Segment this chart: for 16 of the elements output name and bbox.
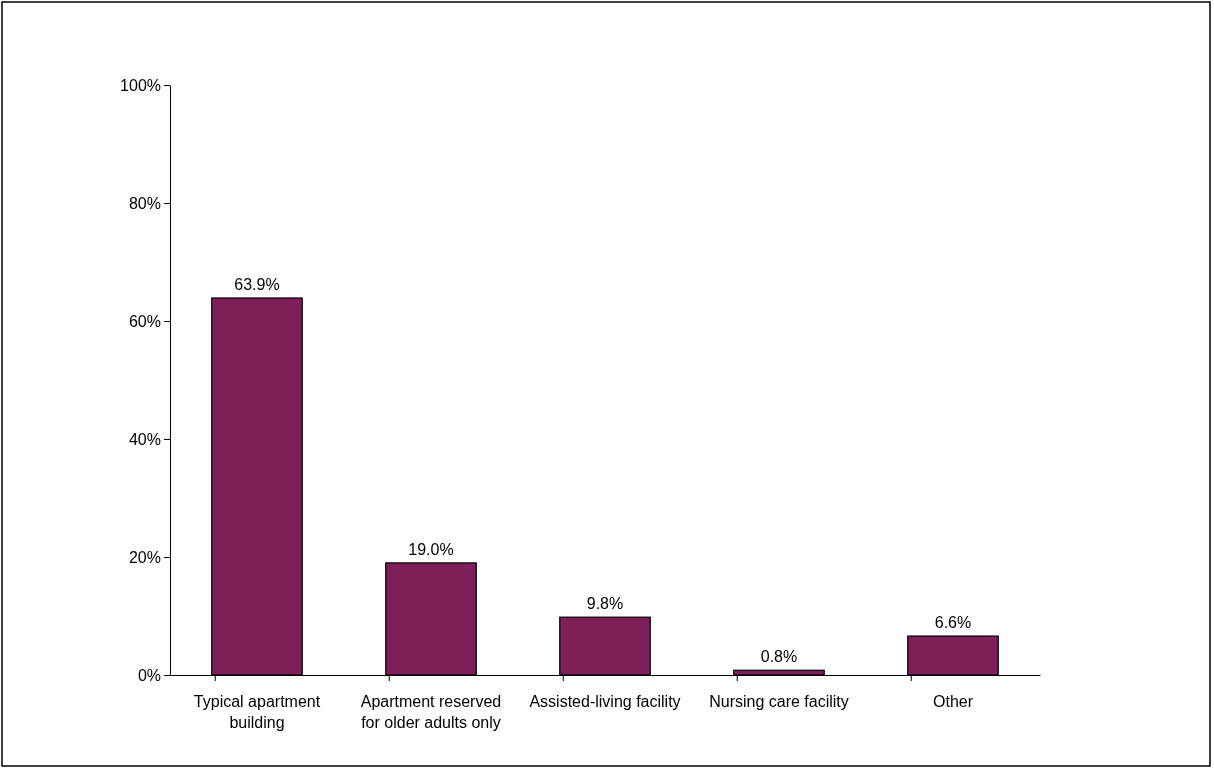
x-tick-label: Other [932, 693, 974, 710]
data-label: 6.6% [934, 614, 972, 632]
data-label: 19.0% [408, 540, 454, 558]
data-label: 0.8% [760, 648, 798, 666]
x-tick-label: Apartment reserved for older adults only [360, 693, 502, 731]
y-tick-label: 100% [120, 76, 161, 94]
y-tick-label: 40% [128, 430, 161, 448]
y-tick-label: 80% [128, 194, 161, 212]
x-tick-label: Nursing care facility [709, 693, 849, 710]
y-tick-label: 20% [128, 548, 161, 566]
x-tick-label: Typical apartment building [193, 693, 321, 731]
y-tick-label: 0% [137, 666, 161, 684]
x-tick-label: Assisted-living facility [529, 693, 681, 710]
data-label: 9.8% [586, 595, 624, 613]
y-tick-label: 60% [128, 312, 161, 330]
data-label: 63.9% [234, 275, 280, 293]
